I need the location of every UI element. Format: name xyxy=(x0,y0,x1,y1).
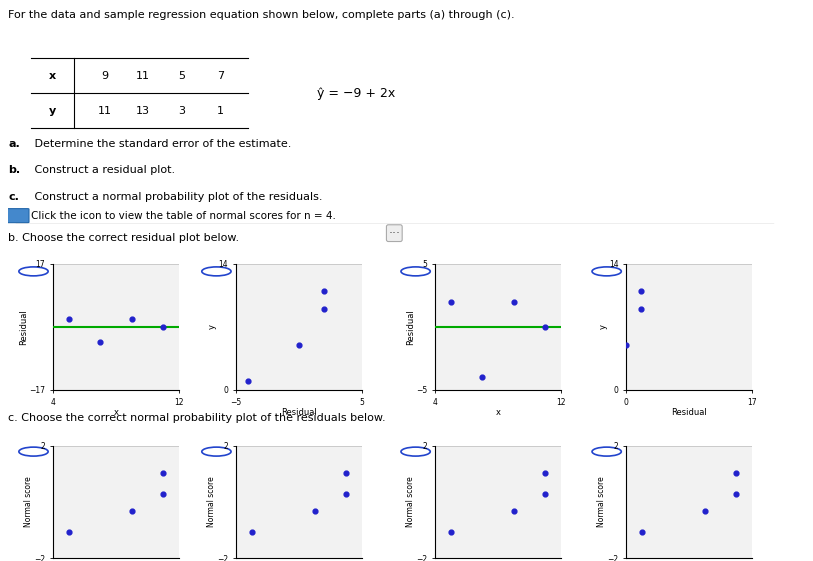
X-axis label: Residual: Residual xyxy=(281,408,316,417)
Point xyxy=(635,527,648,536)
Point xyxy=(539,322,552,331)
Point xyxy=(620,341,633,350)
Text: D.: D. xyxy=(626,266,639,277)
Point xyxy=(590,385,603,394)
Point xyxy=(539,468,552,477)
Y-axis label: Normal score: Normal score xyxy=(24,477,33,527)
Text: x: x xyxy=(49,71,56,81)
Point xyxy=(730,489,743,498)
Text: b. Choose the correct residual plot below.: b. Choose the correct residual plot belo… xyxy=(8,233,239,243)
Point xyxy=(157,489,170,498)
Text: C.: C. xyxy=(435,266,447,277)
X-axis label: Residual: Residual xyxy=(672,408,706,417)
Point xyxy=(62,527,75,536)
Text: a.: a. xyxy=(8,139,20,149)
Point xyxy=(157,468,170,477)
Y-axis label: y: y xyxy=(208,324,217,329)
Text: For the data and sample regression equation shown below, complete parts (a) thro: For the data and sample regression equat… xyxy=(8,10,515,20)
Y-axis label: Normal score: Normal score xyxy=(207,477,215,527)
Text: B.: B. xyxy=(236,447,248,457)
Point xyxy=(317,304,330,313)
Text: ···: ··· xyxy=(389,227,400,240)
Text: Click the icon to view the table of normal scores for n = 4.: Click the icon to view the table of norm… xyxy=(31,210,336,220)
Point xyxy=(62,315,75,324)
Point xyxy=(245,527,258,536)
Y-axis label: Normal score: Normal score xyxy=(597,477,606,527)
Text: Construct a residual plot.: Construct a residual plot. xyxy=(31,165,176,176)
FancyBboxPatch shape xyxy=(7,209,29,223)
Point xyxy=(340,468,353,477)
Text: 5: 5 xyxy=(178,71,185,81)
Point xyxy=(507,297,520,306)
Text: 13: 13 xyxy=(137,105,150,116)
Point xyxy=(317,286,330,295)
Text: C.: C. xyxy=(435,447,447,457)
Y-axis label: y: y xyxy=(598,324,607,329)
X-axis label: x: x xyxy=(113,408,119,417)
Text: 1: 1 xyxy=(217,105,224,116)
Point xyxy=(476,373,489,381)
Point xyxy=(634,304,647,313)
Text: D.: D. xyxy=(626,447,639,457)
Point xyxy=(125,315,138,324)
Text: Construct a normal probability plot of the residuals.: Construct a normal probability plot of t… xyxy=(31,192,323,201)
Point xyxy=(634,286,647,295)
Y-axis label: Residual: Residual xyxy=(19,309,28,344)
Point xyxy=(125,506,138,515)
Text: Determine the standard error of the estimate.: Determine the standard error of the esti… xyxy=(31,139,292,149)
Text: ŷ = −9 + 2x: ŷ = −9 + 2x xyxy=(317,86,395,100)
Text: 11: 11 xyxy=(137,71,150,81)
Point xyxy=(93,337,107,346)
Y-axis label: Normal score: Normal score xyxy=(406,477,415,527)
Text: b.: b. xyxy=(8,165,20,176)
Text: B.: B. xyxy=(236,266,248,277)
Text: y: y xyxy=(49,105,56,116)
Point xyxy=(293,341,306,350)
Text: c.: c. xyxy=(8,192,19,201)
Text: c. Choose the correct normal probability plot of the residuals below.: c. Choose the correct normal probability… xyxy=(8,413,385,423)
Text: 7: 7 xyxy=(217,71,224,81)
Point xyxy=(539,489,552,498)
Text: A.: A. xyxy=(53,266,66,277)
Text: 11: 11 xyxy=(98,105,111,116)
Point xyxy=(730,468,743,477)
Y-axis label: Residual: Residual xyxy=(406,309,415,344)
Text: 3: 3 xyxy=(178,105,185,116)
X-axis label: x: x xyxy=(495,408,501,417)
Point xyxy=(340,489,353,498)
Point xyxy=(507,506,520,515)
Text: A.: A. xyxy=(53,447,66,457)
Text: 9: 9 xyxy=(101,71,108,81)
Point xyxy=(308,506,321,515)
Point xyxy=(157,322,170,331)
Point xyxy=(242,376,255,385)
Point xyxy=(444,527,457,536)
Point xyxy=(698,506,711,515)
Point xyxy=(444,297,457,306)
